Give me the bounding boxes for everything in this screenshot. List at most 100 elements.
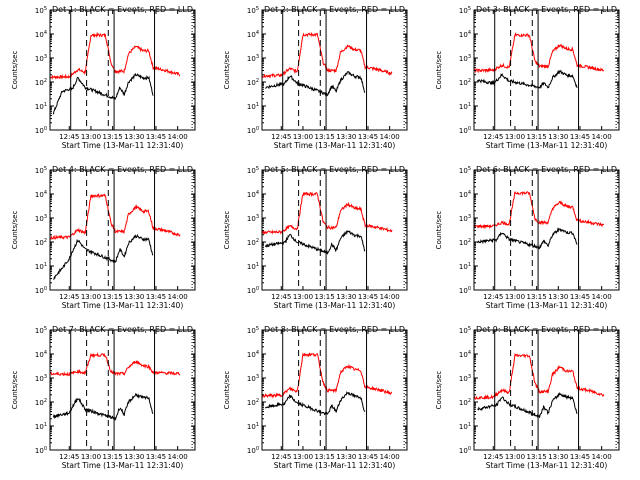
x-tick-label: 14:00: [592, 293, 612, 301]
y-tick-label: 101: [35, 102, 47, 111]
x-axis-label: Start Time (13-Mar-11 12:31:40): [274, 461, 396, 470]
events-trace: [264, 229, 366, 255]
x-tick-label: 14:00: [592, 133, 612, 141]
x-axis-label: Start Time (13-Mar-11 12:31:40): [274, 301, 396, 310]
x-tick-label: 13:15: [103, 293, 123, 301]
y-tick-label: 105: [247, 326, 259, 335]
x-tick-label: 13:30: [336, 293, 356, 301]
x-tick-label: 13:15: [527, 133, 547, 141]
plot-frame: [261, 329, 408, 451]
x-axis-label: Start Time (13-Mar-11 12:31:40): [486, 141, 608, 150]
y-tick-label: 100: [247, 446, 259, 455]
events-trace: [52, 72, 154, 115]
y-tick-label: 103: [247, 374, 259, 383]
x-tick-label: 13:30: [336, 133, 356, 141]
y-axis-label: Counts/sec: [11, 371, 19, 410]
x-tick-label: 13:00: [81, 453, 101, 461]
events-trace: [477, 227, 578, 250]
y-axis-label: Counts/sec: [223, 51, 231, 90]
y-tick-label: 102: [35, 78, 47, 87]
y-tick-label: 100: [459, 286, 471, 295]
panel-title: Det 8: BLACK = Events, RED = LLD: [264, 325, 405, 334]
panel-title: Det 9: BLACK = Events, RED = LLD: [476, 325, 617, 334]
y-axis-label: Counts/sec: [223, 371, 231, 410]
x-tick-label: 13:15: [103, 133, 123, 141]
x-tick-label: 13:30: [124, 133, 144, 141]
y-tick-label: 101: [35, 422, 47, 431]
x-tick-label: 13:00: [81, 293, 101, 301]
plot-frame: [473, 169, 620, 291]
x-tick-label: 12:45: [483, 453, 503, 461]
events-trace: [264, 390, 366, 417]
panel-title: Det 2: BLACK = Events, RED = LLD: [264, 5, 405, 14]
y-tick-label: 104: [247, 350, 259, 359]
x-tick-label: 14:00: [380, 453, 400, 461]
x-tick-label: 13:00: [293, 133, 313, 141]
y-tick-label: 101: [247, 422, 259, 431]
panel-det-4: 100 101 102 103 104 105 12:45 13:00 13:15 13:30 13…: [11, 165, 196, 310]
x-tick-label: 13:00: [81, 133, 101, 141]
x-tick-label: 13:30: [124, 293, 144, 301]
y-tick-label: 103: [35, 54, 47, 63]
events-trace: [264, 71, 365, 97]
x-tick-label: 13:30: [124, 453, 144, 461]
y-tick-label: 105: [247, 6, 259, 15]
x-tick-label: 13:30: [548, 293, 568, 301]
x-tick-label: 13:00: [505, 453, 525, 461]
x-tick-label: 13:45: [358, 453, 378, 461]
y-axis-label: Counts/sec: [11, 211, 19, 250]
x-tick-label: 14:00: [380, 293, 400, 301]
panel-det-3: 100 101 102 103 104 105 12:45 13:00 13:15 13:30 13…: [435, 5, 620, 150]
y-tick-label: 103: [247, 54, 259, 63]
x-tick-label: 13:15: [315, 453, 335, 461]
y-tick-label: 105: [459, 326, 471, 335]
x-tick-label: 13:30: [548, 133, 568, 141]
x-axis-label: Start Time (13-Mar-11 12:31:40): [62, 461, 184, 470]
x-tick-label: 13:30: [336, 453, 356, 461]
y-tick-label: 101: [459, 102, 471, 111]
y-tick-label: 103: [459, 214, 471, 223]
y-tick-label: 101: [459, 262, 471, 271]
plot-frame: [49, 9, 196, 131]
panel-det-5: 100 101 102 103 104 105 12:45 13:00 13:15 13:30 13…: [223, 165, 408, 310]
y-tick-label: 102: [459, 78, 471, 87]
x-tick-label: 13:30: [548, 453, 568, 461]
y-tick-label: 103: [247, 214, 259, 223]
x-tick-label: 14:00: [592, 453, 612, 461]
y-axis-label: Counts/sec: [223, 211, 231, 250]
y-tick-label: 105: [35, 6, 47, 15]
x-tick-label: 13:00: [293, 293, 313, 301]
panel-det-9: 100 101 102 103 104 105 12:45 13:00 13:15 13:30 13…: [435, 325, 620, 470]
x-tick-label: 14:00: [168, 133, 188, 141]
y-tick-label: 102: [247, 398, 259, 407]
plot-frame: [473, 329, 620, 451]
panel-title: Det 7: BLACK = Events, RED = LLD: [52, 325, 193, 334]
x-tick-label: 13:00: [293, 453, 313, 461]
x-tick-label: 13:15: [315, 293, 335, 301]
panel-title: Det 4: BLACK = Events, RED = LLD: [52, 165, 193, 174]
x-tick-label: 12:45: [271, 453, 291, 461]
x-axis-label: Start Time (13-Mar-11 12:31:40): [62, 301, 184, 310]
events-trace: [477, 391, 578, 418]
x-tick-label: 12:45: [59, 293, 79, 301]
y-tick-label: 100: [459, 446, 471, 455]
x-tick-label: 12:45: [483, 293, 503, 301]
y-tick-label: 102: [247, 78, 259, 87]
x-axis-label: Start Time (13-Mar-11 12:31:40): [62, 141, 184, 150]
y-tick-label: 104: [35, 30, 47, 39]
y-tick-label: 104: [247, 190, 259, 199]
y-tick-label: 100: [35, 126, 47, 135]
events-trace: [53, 233, 154, 280]
panel-det-6: 100 101 102 103 104 105 12:45 13:00 13:15 13:30 13…: [435, 165, 620, 310]
y-tick-label: 101: [459, 422, 471, 431]
x-tick-label: 12:45: [271, 133, 291, 141]
x-axis-label: Start Time (13-Mar-11 12:31:40): [274, 141, 396, 150]
x-tick-label: 13:45: [570, 133, 590, 141]
x-tick-label: 13:45: [358, 133, 378, 141]
x-tick-label: 13:45: [570, 453, 590, 461]
y-axis-label: Counts/sec: [435, 51, 443, 90]
x-tick-label: 14:00: [168, 453, 188, 461]
x-tick-label: 13:45: [146, 293, 166, 301]
y-tick-label: 102: [459, 398, 471, 407]
plot-frame: [49, 169, 196, 291]
